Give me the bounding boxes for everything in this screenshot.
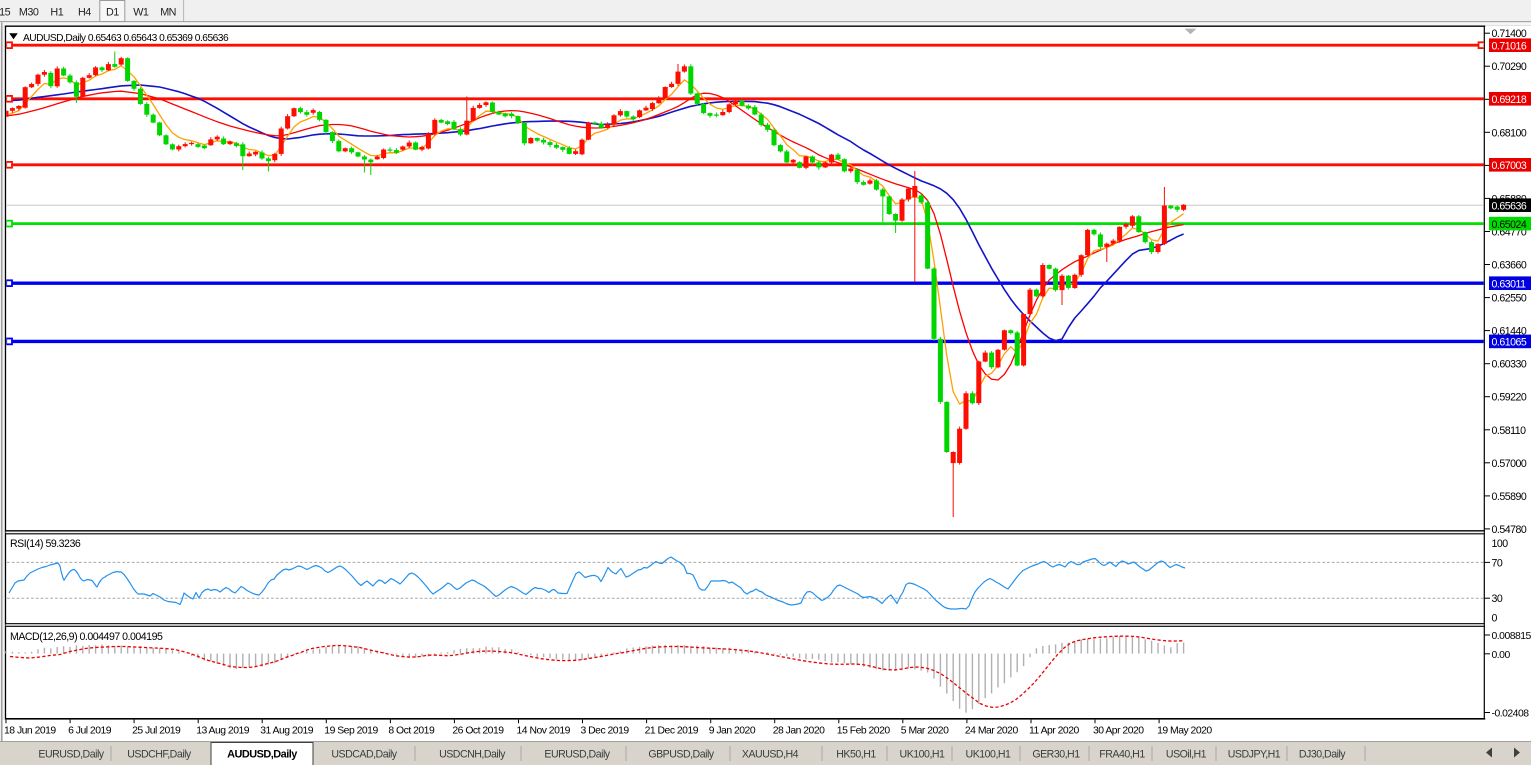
svg-text:0.62550: 0.62550: [1492, 293, 1527, 305]
svg-text:3 Dec 2019: 3 Dec 2019: [581, 726, 630, 737]
svg-text:0.57000: 0.57000: [1492, 458, 1527, 470]
svg-text:0.71400: 0.71400: [1492, 28, 1527, 40]
svg-text:AUDUSD,Daily 0.65463 0.65643: AUDUSD,Daily 0.65463 0.65643 0.65369 0.6…: [23, 33, 229, 44]
svg-text:31 Aug 2019: 31 Aug 2019: [260, 726, 314, 737]
svg-text:0.59220: 0.59220: [1492, 392, 1527, 404]
svg-text:30: 30: [1492, 593, 1503, 605]
svg-text:15 Feb 2020: 15 Feb 2020: [837, 726, 891, 737]
svg-text:MN: MN: [160, 7, 176, 19]
svg-text:0.67003: 0.67003: [1492, 160, 1527, 172]
svg-text:6 Jul 2019: 6 Jul 2019: [68, 726, 112, 737]
svg-text:8 Oct 2019: 8 Oct 2019: [388, 726, 435, 737]
svg-text:19 May 2020: 19 May 2020: [1157, 726, 1212, 737]
svg-text:100: 100: [1492, 538, 1509, 550]
svg-text:13 Aug 2019: 13 Aug 2019: [196, 726, 250, 737]
svg-text:24 Mar 2020: 24 Mar 2020: [965, 726, 1019, 737]
svg-text:USDCAD,Daily: USDCAD,Daily: [331, 749, 397, 761]
svg-text:AUDUSD,Daily: AUDUSD,Daily: [227, 749, 297, 761]
svg-text:0.65636: 0.65636: [1492, 200, 1527, 212]
svg-text:0.54780: 0.54780: [1492, 524, 1527, 536]
svg-text:0.68100: 0.68100: [1492, 127, 1527, 139]
svg-text:UK100,H1: UK100,H1: [900, 749, 945, 761]
svg-text:26 Oct 2019: 26 Oct 2019: [452, 726, 504, 737]
svg-text:0.69218: 0.69218: [1492, 94, 1527, 106]
svg-text:H1: H1: [50, 7, 63, 19]
svg-text:18 Jun 2019: 18 Jun 2019: [4, 726, 56, 737]
svg-text:70: 70: [1492, 557, 1503, 569]
svg-text:0.55890: 0.55890: [1492, 491, 1527, 503]
svg-text:USDCNH,Daily: USDCNH,Daily: [439, 749, 506, 761]
svg-text:0.60330: 0.60330: [1492, 359, 1527, 371]
svg-text:0.58110: 0.58110: [1492, 425, 1527, 437]
svg-text:RSI(14) 59.3236: RSI(14) 59.3236: [10, 538, 81, 550]
svg-text:25 Jul 2019: 25 Jul 2019: [132, 726, 181, 737]
svg-text:21 Dec 2019: 21 Dec 2019: [645, 726, 699, 737]
svg-text:UK100,H1: UK100,H1: [966, 749, 1011, 761]
svg-text:30 Apr 2020: 30 Apr 2020: [1093, 726, 1144, 737]
svg-text:0.61065: 0.61065: [1492, 337, 1527, 349]
svg-text:0.71016: 0.71016: [1492, 40, 1527, 52]
svg-text:19 Sep 2019: 19 Sep 2019: [324, 726, 378, 737]
svg-text:0.63011: 0.63011: [1492, 278, 1527, 290]
svg-text:M30: M30: [19, 7, 39, 19]
svg-text:DJ30,Daily: DJ30,Daily: [1299, 749, 1346, 761]
svg-text:0: 0: [1492, 613, 1498, 625]
svg-text:0.008815: 0.008815: [1492, 631, 1531, 642]
svg-text:-0.02408: -0.02408: [1492, 709, 1530, 720]
svg-text:FRA40,H1: FRA40,H1: [1099, 749, 1145, 761]
svg-text:5 Mar 2020: 5 Mar 2020: [901, 726, 949, 737]
svg-text:GBPUSD,Daily: GBPUSD,Daily: [648, 749, 714, 761]
svg-text:EURUSD,Daily: EURUSD,Daily: [544, 749, 610, 761]
svg-text:11 Apr 2020: 11 Apr 2020: [1029, 726, 1079, 737]
svg-text:H4: H4: [78, 7, 91, 19]
svg-text:USDCHF,Daily: USDCHF,Daily: [127, 749, 192, 761]
svg-text:USOil,H1: USOil,H1: [1166, 749, 1207, 761]
svg-text:W1: W1: [133, 7, 149, 19]
svg-text:GER30,H1: GER30,H1: [1032, 749, 1080, 761]
svg-text:USDJPY,H1: USDJPY,H1: [1228, 749, 1281, 761]
svg-text:0.63660: 0.63660: [1492, 260, 1527, 272]
svg-text:15: 15: [0, 7, 11, 19]
svg-text:EURUSD,Daily: EURUSD,Daily: [38, 749, 104, 761]
svg-text:0.65024: 0.65024: [1492, 219, 1527, 231]
svg-text:XAUUSD,H4: XAUUSD,H4: [742, 749, 799, 761]
svg-text:HK50,H1: HK50,H1: [836, 749, 876, 761]
svg-text:0.00: 0.00: [1492, 650, 1511, 661]
svg-text:MACD(12,26,9) 0.004497 0.00419: MACD(12,26,9) 0.004497 0.004195: [10, 631, 163, 643]
svg-text:D1: D1: [106, 7, 119, 19]
svg-text:0.70290: 0.70290: [1492, 61, 1527, 73]
svg-text:14 Nov 2019: 14 Nov 2019: [517, 726, 571, 737]
svg-text:28 Jan 2020: 28 Jan 2020: [773, 726, 825, 737]
svg-text:9 Jan 2020: 9 Jan 2020: [709, 726, 756, 737]
